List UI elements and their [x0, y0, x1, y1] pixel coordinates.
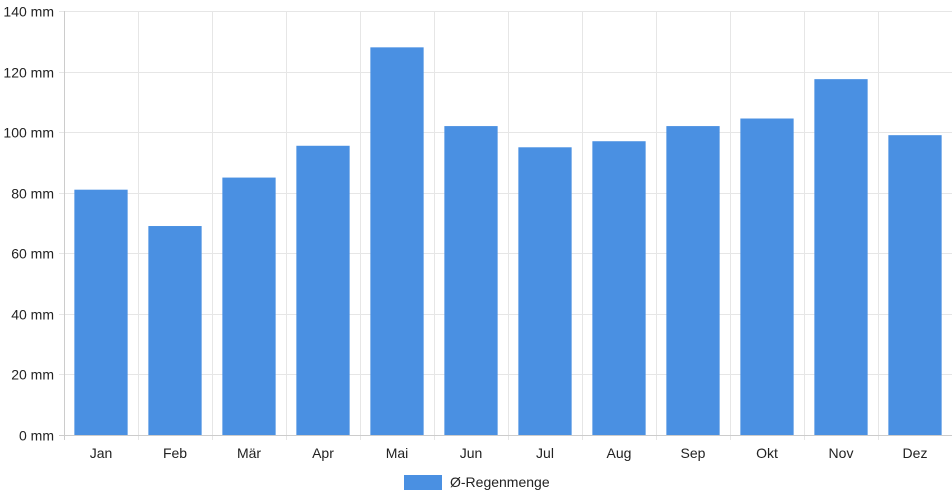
y-tick-label: 80 mm: [11, 186, 54, 202]
bar[interactable]: [740, 118, 794, 435]
bar[interactable]: [444, 126, 498, 435]
legend[interactable]: Ø-Regenmenge: [404, 474, 550, 490]
bar[interactable]: [888, 135, 942, 435]
bar[interactable]: [148, 226, 202, 435]
x-tick-label: Aug: [607, 445, 632, 461]
bar[interactable]: [370, 47, 424, 435]
y-tick-label: 100 mm: [3, 125, 54, 141]
y-tick-label: 60 mm: [11, 246, 54, 262]
x-tick-label: Nov: [829, 445, 854, 461]
bar[interactable]: [222, 177, 276, 436]
x-tick-label: Okt: [756, 445, 778, 461]
bar[interactable]: [518, 147, 572, 436]
x-tick-label: Mai: [386, 445, 409, 461]
grid: [59, 11, 952, 440]
bar[interactable]: [814, 79, 868, 436]
y-tick-label: 0 mm: [19, 428, 54, 444]
y-tick-label: 120 mm: [3, 65, 54, 81]
x-tick-label: Jun: [460, 445, 483, 461]
y-tick-label: 140 mm: [3, 4, 54, 20]
x-tick-label: Jan: [90, 445, 113, 461]
bar[interactable]: [74, 189, 128, 435]
axes: [59, 11, 952, 440]
y-tick-label: 20 mm: [11, 367, 54, 383]
bars: [74, 47, 942, 436]
y-axis-tick-labels: 0 mm 20 mm 40 mm 60 mm 80 mm 100 mm 120 mm 140 …: [3, 4, 54, 444]
legend-label: Ø-Regenmenge: [450, 474, 550, 490]
x-tick-label: Jul: [536, 445, 554, 461]
legend-swatch: [404, 475, 442, 490]
bar[interactable]: [592, 141, 646, 435]
x-tick-label: Feb: [163, 445, 187, 461]
x-tick-label: Dez: [903, 445, 928, 461]
x-axis-tick-labels: Jan Feb Mär Apr Mai Jun Jul Aug Sep Okt Nov Dez: [90, 445, 928, 461]
x-tick-label: Sep: [681, 445, 706, 461]
bar[interactable]: [666, 126, 720, 435]
bar[interactable]: [296, 145, 350, 435]
y-tick-label: 40 mm: [11, 307, 54, 323]
x-tick-label: Apr: [312, 445, 334, 461]
x-tick-label: Mär: [237, 445, 261, 461]
